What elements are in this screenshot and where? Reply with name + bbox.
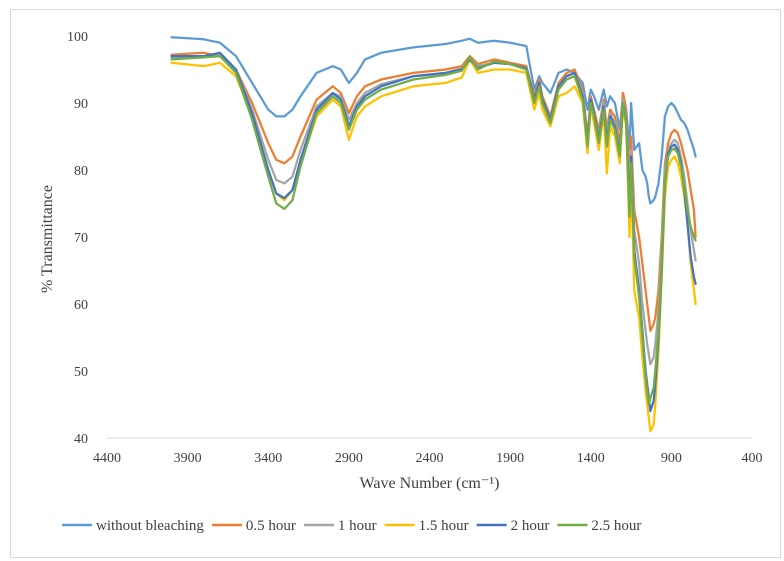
series-line (170, 51, 697, 332)
series-line (170, 36, 697, 205)
series-line (170, 54, 697, 366)
x-tick-label: 1400 (577, 451, 605, 466)
legend-label: 1 hour (338, 518, 377, 534)
x-tick-label: 2400 (416, 451, 444, 466)
legend-label: 1.5 hour (419, 518, 469, 534)
x-tick-label: 2900 (335, 451, 363, 466)
y-tick-label: 40 (74, 432, 88, 447)
legend-label: 2 hour (511, 518, 550, 534)
legend: without bleaching 0.5 hour 1 hour 1.5 hour 2… (62, 518, 641, 534)
x-tick-label: 900 (661, 451, 682, 466)
chart-frame (10, 9, 781, 558)
y-tick-label: 100 (67, 30, 88, 45)
y-tick-label: 60 (74, 298, 88, 313)
x-tick-label: 3900 (174, 451, 202, 466)
legend-label: 2.5 hour (591, 518, 641, 534)
legend-label: 0.5 hour (246, 518, 296, 534)
y-tick-label: 70 (74, 231, 88, 246)
series-line (170, 51, 697, 413)
x-tick-label: 4400 (93, 451, 121, 466)
x-tick-label: 400 (742, 451, 763, 466)
x-tick-label: 1900 (496, 451, 524, 466)
y-tick-label: 90 (74, 97, 88, 112)
x-tick-label: 3400 (254, 451, 282, 466)
y-tick-label: 50 (74, 365, 88, 380)
legend-label: without bleaching (96, 518, 204, 534)
series-lines (170, 36, 697, 433)
x-axis-ticks: 4400 3900 3400 2900 2400 1900 1400 900 400 (93, 451, 763, 466)
x-axis-title: Wave Number (cm⁻¹) (360, 475, 500, 492)
series-line (170, 54, 697, 406)
y-tick-label: 80 (74, 164, 88, 179)
y-axis-title: % Transmittance (39, 185, 56, 293)
y-axis-ticks: 40 50 60 70 80 90 100 (67, 30, 88, 447)
